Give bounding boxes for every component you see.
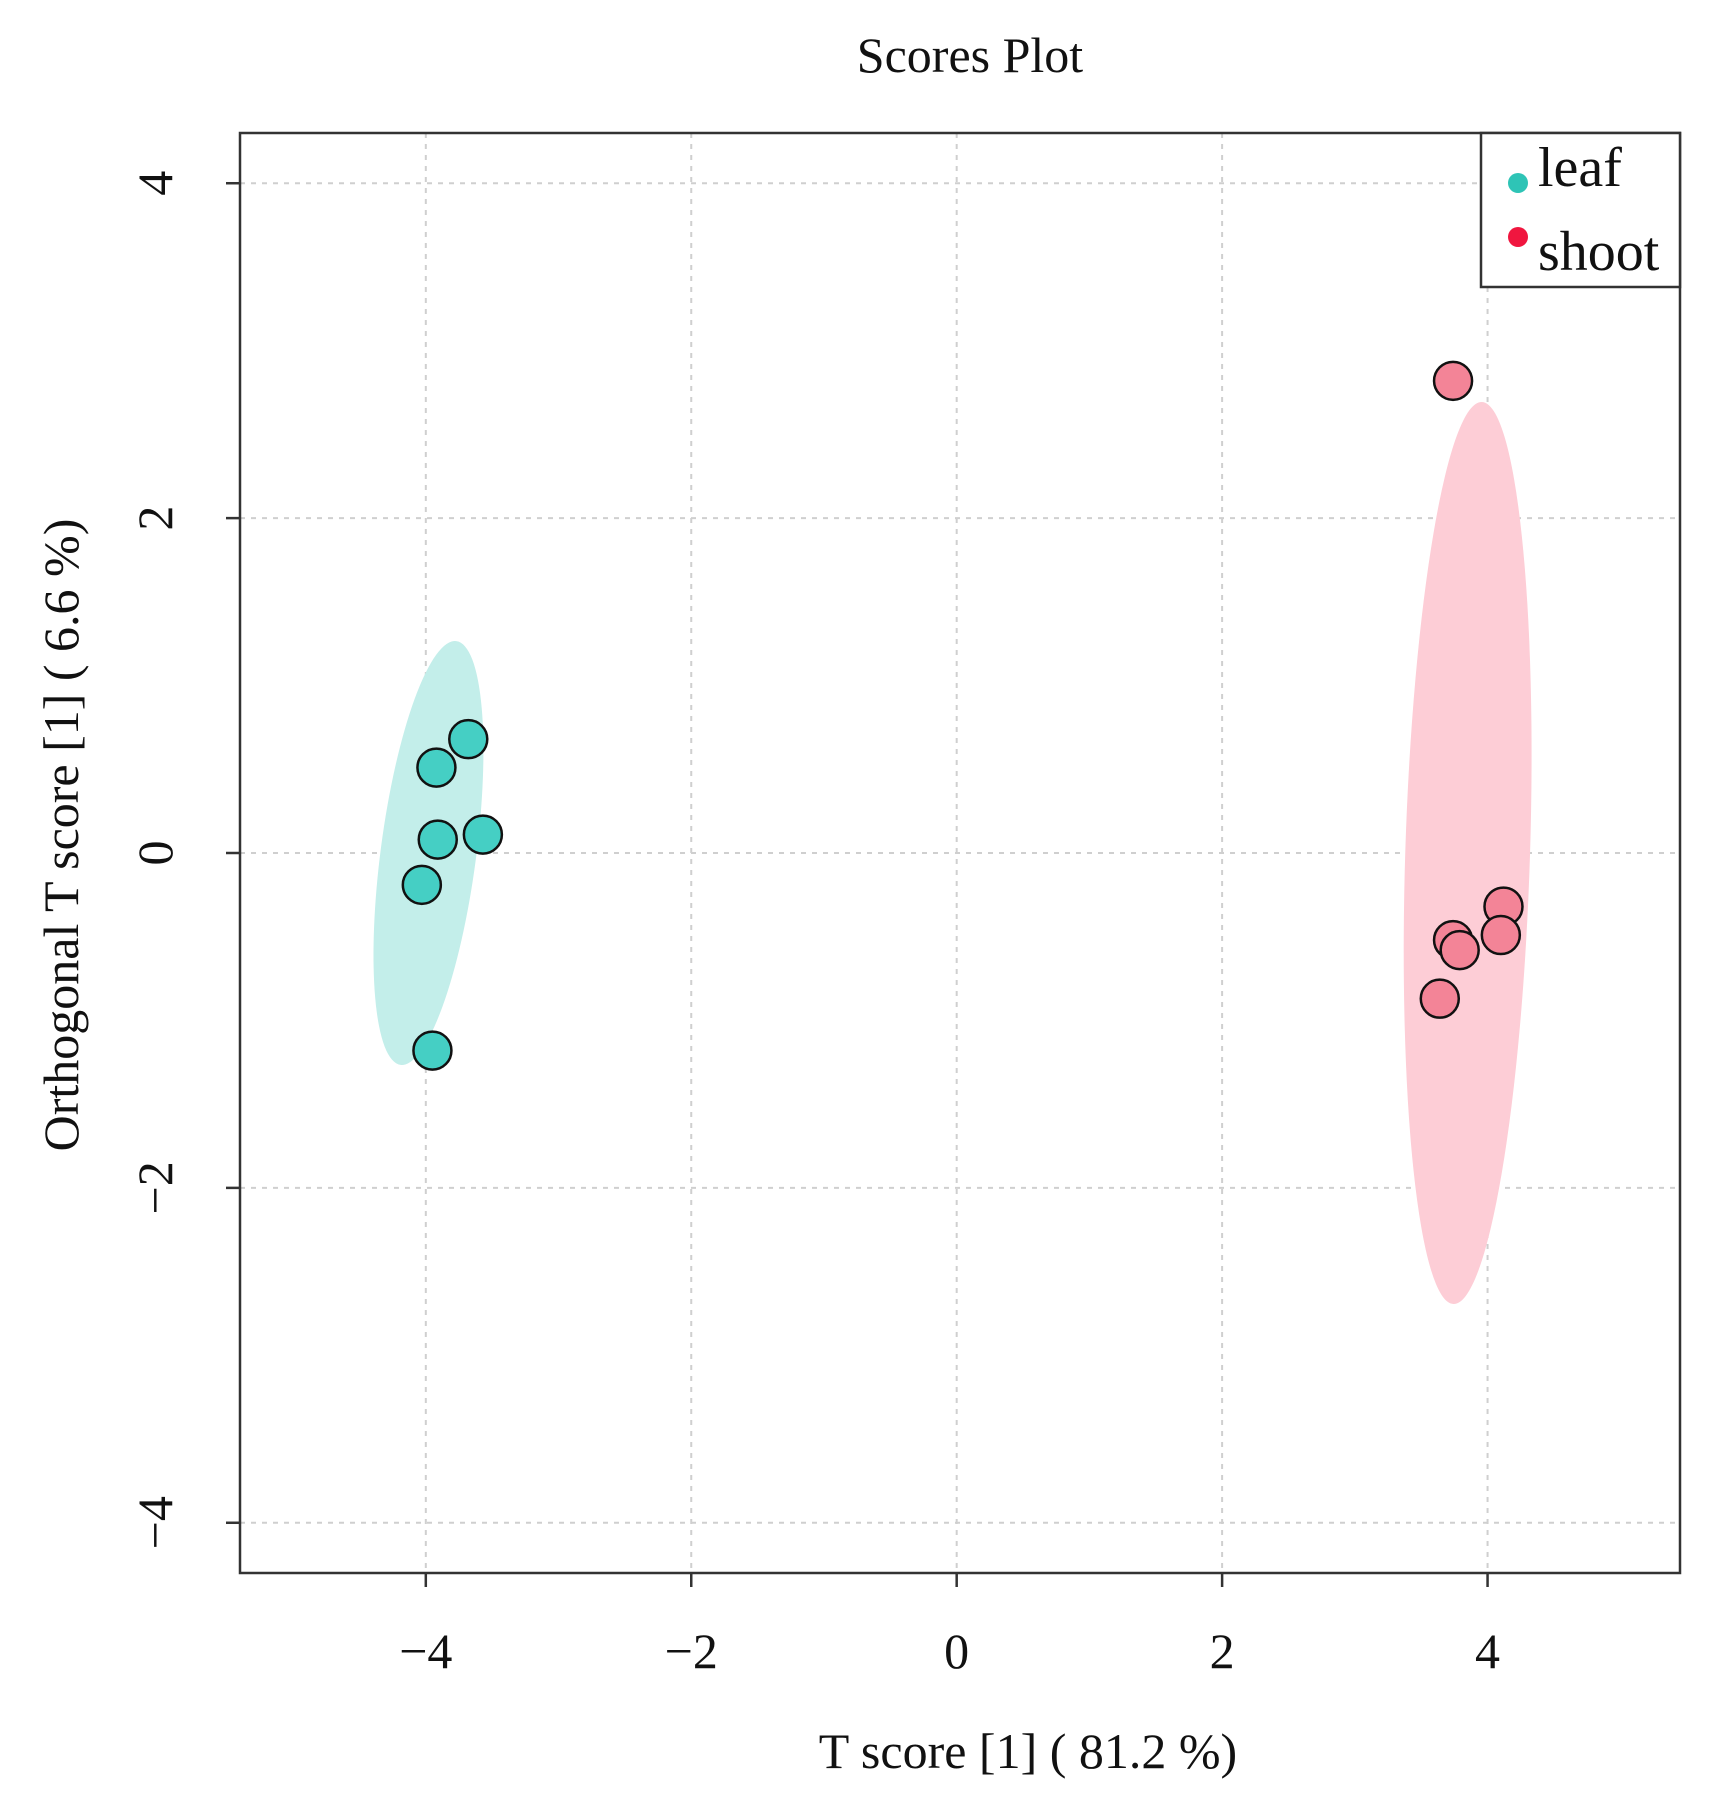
legend-marker-shoot — [1508, 227, 1528, 247]
y-tick-label-4: 4 — [127, 171, 183, 196]
x-tick-label-1: −2 — [665, 1623, 718, 1679]
point-shoot-5 — [1439, 929, 1480, 971]
y-axis-label: Orthogonal T score [1] ( 6.6 %) — [33, 519, 89, 1152]
chart-title: Scores Plot — [857, 27, 1084, 83]
point-leaf-6 — [412, 1030, 453, 1071]
point-leaf-5 — [401, 864, 443, 906]
x-tick-label-4: 4 — [1475, 1623, 1500, 1679]
point-leaf-3 — [417, 819, 459, 860]
point-shoot-4 — [1480, 914, 1522, 956]
x-axis-ticks: −4 −2 0 2 4 — [399, 1573, 1500, 1679]
data-points — [401, 360, 1524, 1071]
legend-label-leaf: leaf — [1538, 137, 1622, 199]
y-tick-label-0: −4 — [127, 1496, 183, 1549]
x-axis-label: T score [1] ( 81.2 %) — [819, 1723, 1237, 1779]
y-tick-label-1: −2 — [127, 1161, 183, 1214]
y-tick-label-2: 0 — [127, 841, 183, 866]
point-shoot-6 — [1419, 978, 1461, 1019]
legend-box — [1479, 131, 1682, 289]
point-leaf-4 — [462, 814, 504, 855]
legend: leaf shoot — [1479, 131, 1682, 289]
y-axis-ticks: −4 −2 0 2 4 — [127, 171, 240, 1549]
point-leaf-1 — [448, 718, 489, 760]
y-tick-label-3: 2 — [127, 506, 183, 531]
x-tick-label-2: 0 — [944, 1623, 969, 1679]
ellipse-shoot — [1403, 401, 1532, 1305]
point-leaf-2 — [416, 747, 457, 788]
legend-marker-leaf — [1508, 173, 1528, 193]
legend-label-shoot: shoot — [1538, 221, 1660, 283]
point-shoot-1 — [1432, 360, 1474, 402]
x-tick-label-3: 2 — [1210, 1623, 1235, 1679]
x-tick-label-0: −4 — [399, 1623, 452, 1679]
